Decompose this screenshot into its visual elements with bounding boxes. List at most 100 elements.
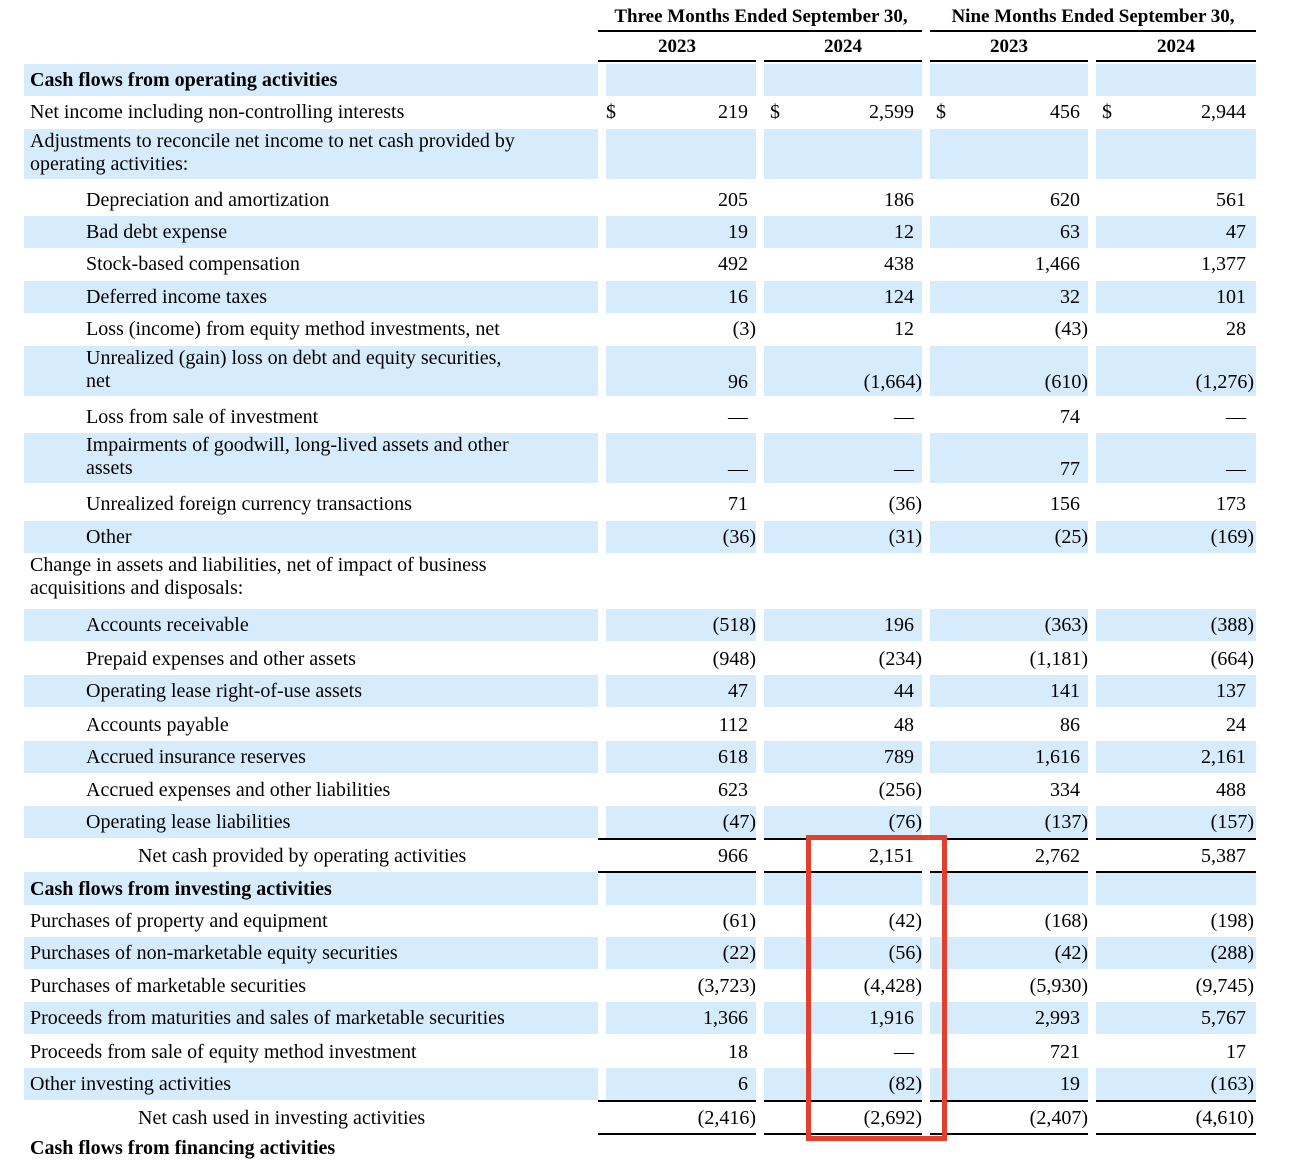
value-cell: (42) xyxy=(888,910,922,932)
row-label-line: Other xyxy=(86,526,132,548)
value-cell: (3,723) xyxy=(697,975,756,997)
value-cell: 12 xyxy=(894,221,914,243)
column-gutter xyxy=(922,1002,930,1034)
header-year-three-2024: 2024 xyxy=(824,36,862,57)
row-label: Purchases of marketable securities xyxy=(24,976,610,996)
value-cell: 77 xyxy=(1060,458,1080,480)
total-rule xyxy=(764,871,922,873)
table-row: Proceeds from sale of equity method inve… xyxy=(24,1036,1256,1068)
header-year-underline xyxy=(764,60,922,62)
value-cell: 2,944 xyxy=(1201,101,1246,123)
value-cell: (1,664) xyxy=(863,371,922,393)
total-row: Net cash used in investing activities (2,… xyxy=(24,1101,1256,1134)
header-year-three-2023: 2023 xyxy=(658,36,696,57)
row-label-line: Net cash used in investing activities xyxy=(138,1106,426,1129)
table-row: Accrued expenses and other liabilities 62… xyxy=(24,774,1256,806)
column-gutter xyxy=(922,281,930,313)
value-cell: 28 xyxy=(1226,318,1246,340)
currency-symbol: $ xyxy=(606,101,616,123)
header-year-underline xyxy=(930,60,1088,62)
value-cell: (43) xyxy=(1054,318,1088,340)
row-label: Stock-based compensation xyxy=(24,254,666,274)
row-label: Loss (income) from equity method investm… xyxy=(24,319,666,339)
value-cell: 101 xyxy=(1216,286,1246,308)
column-gutter xyxy=(598,872,606,905)
value-cell: (157) xyxy=(1210,811,1254,833)
row-label-line: operating activities: xyxy=(30,153,189,175)
column-gutter xyxy=(922,937,930,969)
value-cell: (2,407) xyxy=(1029,1106,1088,1129)
row-label-line: Unrealized foreign currency transactions xyxy=(86,493,412,515)
value-cell: (234) xyxy=(878,648,922,670)
value-cell: (4,610) xyxy=(1195,1106,1254,1129)
row-label: Net cash used in investing activities xyxy=(24,1108,718,1128)
column-gutter xyxy=(598,1068,606,1100)
row-label-line: Purchases of property and equipment xyxy=(30,910,328,932)
total-rule xyxy=(930,871,1088,873)
column-gutter xyxy=(922,346,930,396)
value-cell: (198) xyxy=(1210,910,1254,932)
value-cell: (388) xyxy=(1210,614,1254,636)
total-rule xyxy=(1096,1133,1256,1135)
value-cell: (36) xyxy=(888,493,922,515)
row-label: Adjustments to reconcile net income to n… xyxy=(24,131,610,174)
value-cell: 1,916 xyxy=(869,1007,914,1029)
column-gutter xyxy=(756,216,764,248)
row-label-line: Operating lease liabilities xyxy=(86,811,291,833)
value-cell: (518) xyxy=(712,614,756,636)
column-gutter xyxy=(598,281,606,313)
row-label: Deferred income taxes xyxy=(24,287,666,307)
table-row: Proceeds from maturities and sales of ma… xyxy=(24,1002,1256,1034)
row-label-line: Purchases of non-marketable equity secur… xyxy=(30,942,398,964)
column-gutter xyxy=(922,609,930,641)
row-label-line: Accounts payable xyxy=(86,714,229,736)
value-cell: (4,428) xyxy=(863,975,922,997)
value-cell: (76) xyxy=(888,811,922,833)
table-row: Other (36) (31) (25) (169) xyxy=(24,521,1256,553)
column-gutter xyxy=(756,433,764,483)
column-gutter xyxy=(922,741,930,773)
value-cell: 44 xyxy=(894,680,914,702)
value-cell: (664) xyxy=(1210,648,1254,670)
value-cell: 2,161 xyxy=(1201,746,1246,768)
row-label: Proceeds from sale of equity method inve… xyxy=(24,1042,610,1062)
row-label: Cash flows from operating activities xyxy=(24,70,610,90)
table-row: Other investing activities 6 (82) 19 (163) xyxy=(24,1068,1256,1100)
column-gutter xyxy=(922,1068,930,1100)
row-label-line: Change in assets and liabilities, net of… xyxy=(30,554,487,576)
value-cell: — xyxy=(894,458,914,480)
value-cell: 63 xyxy=(1060,221,1080,243)
value-cell: 1,466 xyxy=(1035,253,1080,275)
value-cell: 219 xyxy=(718,101,748,123)
value-cell: 24 xyxy=(1226,714,1246,736)
column-gutter xyxy=(1088,1068,1096,1100)
value-cell: — xyxy=(728,406,748,428)
row-label-line: Impairments of goodwill, long-lived asse… xyxy=(86,434,509,456)
value-cell: 721 xyxy=(1050,1041,1080,1063)
column-gutter xyxy=(598,741,606,773)
column-gutter xyxy=(922,433,930,483)
section-heading-row: Cash flows from operating activities xyxy=(24,64,1256,96)
value-cell: (3) xyxy=(732,318,756,340)
value-cell: (25) xyxy=(1054,526,1088,548)
value-cell: 623 xyxy=(718,779,748,801)
column-gutter xyxy=(756,281,764,313)
column-gutter xyxy=(1088,346,1096,396)
column-gutter xyxy=(922,675,930,707)
value-cell: 334 xyxy=(1050,779,1080,801)
value-cell: (9,745) xyxy=(1195,975,1254,997)
row-label-line: Proceeds from maturities and sales of ma… xyxy=(30,1007,505,1029)
value-cell: (288) xyxy=(1210,942,1254,964)
table-row: Prepaid expenses and other assets (948) (2… xyxy=(24,643,1256,675)
value-cell: (82) xyxy=(888,1073,922,1095)
column-gutter xyxy=(756,521,764,553)
value-cell: 47 xyxy=(728,680,748,702)
currency-symbol: $ xyxy=(936,101,946,123)
header-group-underline xyxy=(930,30,1256,32)
value-cell: (137) xyxy=(1044,811,1088,833)
value-cell: (56) xyxy=(888,942,922,964)
column-gutter xyxy=(756,609,764,641)
value-cell: — xyxy=(728,458,748,480)
row-label: Proceeds from maturities and sales of ma… xyxy=(24,1008,610,1028)
value-cell: — xyxy=(1226,458,1246,480)
